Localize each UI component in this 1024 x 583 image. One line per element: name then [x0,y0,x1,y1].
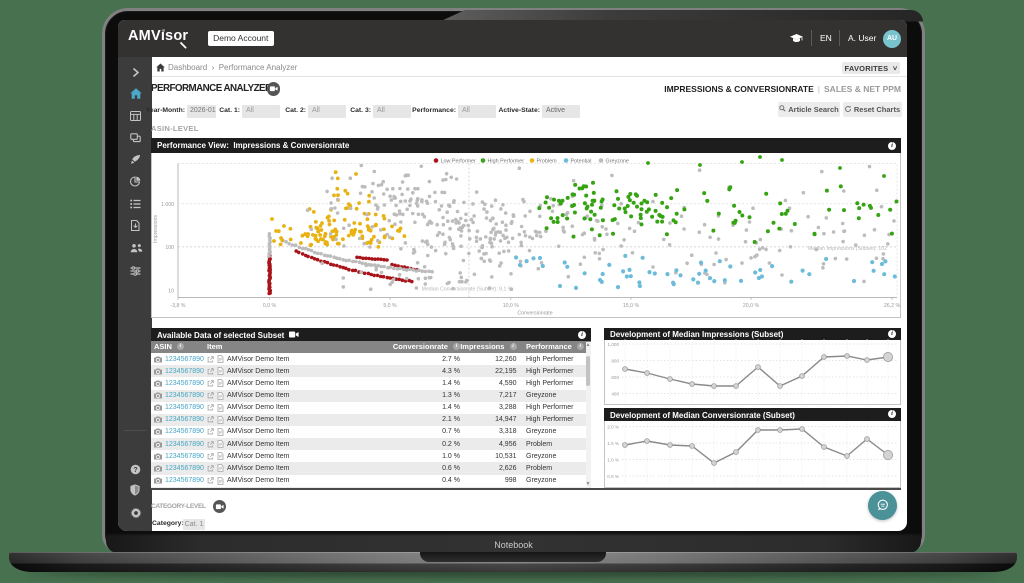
svg-text:15,0 %: 15,0 % [623,303,640,309]
svg-text:0,0 %: 0,0 % [263,303,277,309]
svg-text:100: 100 [165,245,174,251]
svg-text:Conversionrate: Conversionrate [517,311,552,317]
svg-text:Impressions: Impressions [153,215,159,243]
svg-text:Low Performer: Low Performer [441,158,477,164]
svg-text:600: 600 [611,375,619,380]
svg-text:400: 400 [611,391,619,396]
svg-text:Median Conversionrate (Subset): Median Conversionrate (Subset): 8,1 % [422,287,513,293]
svg-text:10: 10 [168,288,174,294]
svg-text:1.5 %: 1.5 % [607,441,619,446]
svg-text:High Performer: High Performer [488,158,525,164]
svg-text:800: 800 [611,358,619,363]
svg-text:?: ? [133,467,137,474]
svg-text:-3,8 %: -3,8 % [171,303,186,309]
svg-text:26,2 %: 26,2 % [884,303,901,309]
svg-text:Potential: Potential [571,158,592,164]
svg-text:2.0 %: 2.0 % [607,424,619,429]
svg-text:20,0 %: 20,0 % [743,303,760,309]
svg-text:1,000: 1,000 [608,342,620,347]
svg-text:0.5 %: 0.5 % [607,474,619,479]
svg-text:Median Impressions (Subset): 1: Median Impressions (Subset): 102 [808,246,887,252]
svg-text:1.0 %: 1.0 % [607,457,619,462]
svg-text:10,0 %: 10,0 % [503,303,520,309]
svg-text:1.000: 1.000 [161,202,174,208]
svg-text:5,0 %: 5,0 % [383,303,397,309]
svg-text:Problem: Problem [537,158,558,164]
svg-text:Greyzone: Greyzone [606,158,629,164]
